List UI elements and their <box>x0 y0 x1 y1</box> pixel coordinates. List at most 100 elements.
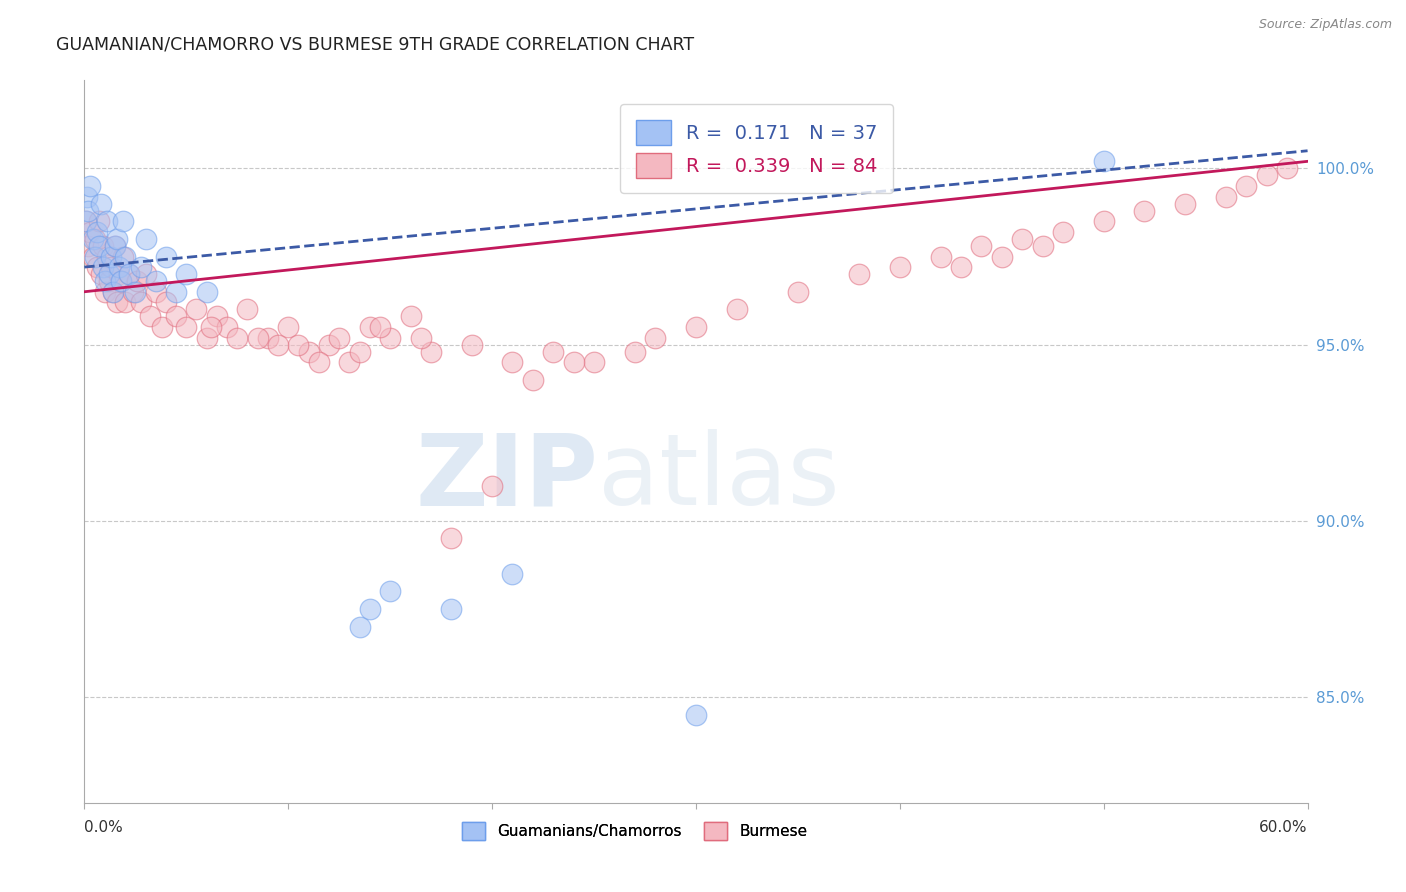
Point <box>1011 232 1033 246</box>
Point <box>624 344 647 359</box>
Point <box>104 239 127 253</box>
Point <box>440 602 463 616</box>
Point <box>481 478 503 492</box>
Point <box>685 707 707 722</box>
Point <box>100 260 122 274</box>
Point <box>950 260 973 274</box>
Point <box>226 330 249 344</box>
Point <box>86 260 108 274</box>
Point <box>380 584 402 599</box>
Point <box>100 250 122 264</box>
Point <box>267 337 290 351</box>
Point <box>82 250 104 264</box>
Point <box>583 355 606 369</box>
Point <box>112 250 135 264</box>
Point <box>543 344 565 359</box>
Point <box>368 320 391 334</box>
Point <box>79 225 101 239</box>
Point <box>77 239 100 253</box>
Point <box>644 330 666 344</box>
Point <box>96 214 118 228</box>
Point <box>165 310 187 324</box>
Point <box>108 267 131 281</box>
Point <box>685 320 707 334</box>
Point <box>205 310 228 324</box>
Point <box>970 239 993 253</box>
Point <box>155 295 177 310</box>
Text: GUAMANIAN/CHAMORRO VS BURMESE 9TH GRADE CORRELATION CHART: GUAMANIAN/CHAMORRO VS BURMESE 9TH GRADE … <box>56 36 695 54</box>
Point <box>257 330 280 344</box>
Point <box>118 267 141 281</box>
Point <box>359 602 381 616</box>
Point <box>93 274 115 288</box>
Point <box>112 214 135 228</box>
Point <box>150 320 173 334</box>
Legend: Guamanians/Chamorros, Burmese: Guamanians/Chamorros, Burmese <box>456 816 814 846</box>
Point <box>328 330 350 344</box>
Point <box>420 344 443 359</box>
Point <box>155 250 177 264</box>
Point <box>1277 161 1299 176</box>
Point <box>96 250 118 264</box>
Point <box>1236 179 1258 194</box>
Point <box>1052 225 1074 239</box>
Point <box>1256 169 1278 183</box>
Point <box>122 285 145 299</box>
Point <box>75 214 97 228</box>
Point <box>83 250 105 264</box>
Point <box>82 232 104 246</box>
Point <box>308 355 330 369</box>
Point <box>562 355 585 369</box>
Point <box>165 285 187 299</box>
Text: 60.0%: 60.0% <box>1260 821 1308 836</box>
Point <box>90 267 112 281</box>
Point <box>380 330 402 344</box>
Point <box>991 250 1014 264</box>
Point <box>1032 239 1054 253</box>
Point <box>929 250 952 264</box>
Point <box>1092 214 1115 228</box>
Point <box>1215 189 1237 203</box>
Point <box>91 239 114 253</box>
Point <box>1174 196 1197 211</box>
Point <box>138 310 160 324</box>
Point <box>349 619 371 633</box>
Point <box>174 320 197 334</box>
Point <box>118 267 141 281</box>
Point <box>287 337 309 351</box>
Point <box>135 267 157 281</box>
Point <box>104 239 127 253</box>
Point <box>105 232 128 246</box>
Point <box>114 250 136 264</box>
Point <box>77 203 100 218</box>
Point <box>399 310 422 324</box>
Point <box>725 302 748 317</box>
Point <box>502 566 524 581</box>
Point <box>110 274 132 288</box>
Point <box>124 285 146 299</box>
Point <box>76 189 98 203</box>
Point <box>195 285 218 299</box>
Point <box>200 320 222 334</box>
Point <box>83 232 105 246</box>
Point <box>87 214 110 228</box>
Point <box>110 274 132 288</box>
Point <box>101 285 124 299</box>
Point <box>174 267 197 281</box>
Point <box>787 285 810 299</box>
Point <box>90 196 112 211</box>
Point <box>889 260 911 274</box>
Point <box>298 344 321 359</box>
Point <box>105 295 128 310</box>
Point <box>131 260 153 274</box>
Point <box>277 320 299 334</box>
Point <box>349 344 371 359</box>
Point <box>91 260 114 274</box>
Text: Source: ZipAtlas.com: Source: ZipAtlas.com <box>1258 18 1392 31</box>
Point <box>75 214 97 228</box>
Point <box>114 295 136 310</box>
Point <box>502 355 524 369</box>
Point <box>359 320 381 334</box>
Point <box>246 330 269 344</box>
Point <box>108 260 131 274</box>
